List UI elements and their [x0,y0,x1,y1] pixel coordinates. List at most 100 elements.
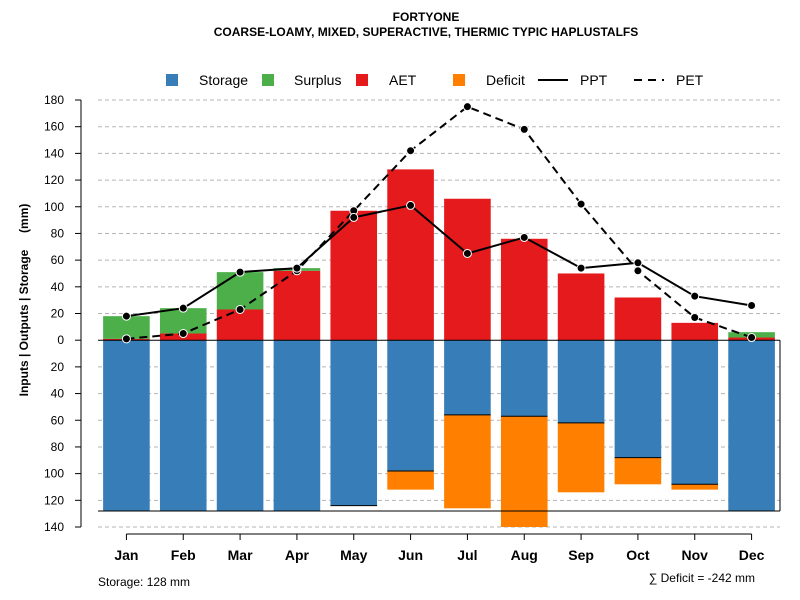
y-tick-label: 100 [44,200,64,214]
x-tick-label: Jun [398,547,423,563]
aet-bar [500,238,548,341]
storage-bar [444,340,491,415]
storage-bar [614,340,662,458]
x-tick-label: Oct [626,547,650,563]
aet-bar [614,297,662,341]
pet-point [633,266,643,276]
grid-lines [98,99,780,528]
x-tick-label: Dec [739,547,765,563]
y-tick-label: 40 [51,387,65,401]
y-tick-label: 80 [51,226,65,240]
legend-label-surplus: Surplus [294,72,341,88]
y-tick-label: 0 [57,333,64,347]
pet-point [576,199,586,209]
deficit-bar [444,414,491,509]
surplus-bar [103,316,150,339]
ppt-point [292,263,302,273]
storage-bar [273,340,321,511]
legend-swatch-deficit [453,74,465,86]
storage-bar [557,340,605,423]
x-tick-label: Mar [228,547,253,563]
y-tick-label: 180 [44,93,64,107]
legend-label-deficit: Deficit [486,72,525,88]
pet-point [121,334,131,344]
storage-bar [159,340,207,511]
storage-bar [671,340,719,485]
pet-point [406,146,416,156]
y-axis-label: Inputs | Outputs | Storage (mm) [17,204,31,397]
storage-bar [103,340,150,511]
deficit-bar [387,470,434,490]
y-tick-label: 40 [51,280,65,294]
y-tick-label: 80 [51,440,65,454]
aet-bar [444,198,491,341]
pet-point [462,102,472,112]
aet-bar [273,270,321,341]
deficit-bar [614,457,662,485]
legend: Storage Surplus AET Deficit PPT PET [166,72,704,88]
axes-layer: 180 160 140 120 100 80 60 40 20 0 20 40 60 80 100 120 14… [44,93,765,563]
bars-layer [98,169,781,527]
ppt-point [633,258,643,268]
deficit-bar [500,416,548,527]
ppt-point [519,232,529,242]
x-tick-label: Feb [171,547,196,563]
pet-point [690,313,700,323]
aet-bar [330,210,378,341]
ppt-point [406,200,416,210]
legend-label-ppt: PPT [580,72,608,88]
ppt-point [178,303,188,313]
legend-swatch-storage [166,74,178,86]
y-tick-label: 60 [51,253,65,267]
ppt-point [576,263,586,273]
ppt-point [747,300,757,310]
ppt-point [349,212,359,222]
storage-bar [387,340,434,471]
aet-bar [216,309,264,341]
lines-layer [121,102,757,344]
pet-point [519,124,529,134]
storage-footnote: Storage: 128 mm [98,575,190,589]
y-tick-label: 60 [51,413,65,427]
x-tick-label: May [340,547,367,563]
pet-point [747,333,757,343]
legend-label-storage: Storage [199,72,248,88]
y-tick-label: 160 [44,120,64,134]
ppt-point [462,248,472,258]
deficit-bar [671,484,719,490]
chart-title: FORTYONE [393,10,460,24]
ppt-point [235,267,245,277]
x-tick-label: Jan [114,547,138,563]
storage-bar [500,340,548,417]
storage-bar [728,340,775,511]
x-tick-label: Apr [285,547,310,563]
x-tick-label: Sep [568,547,594,563]
aet-bar [557,273,605,341]
legend-label-aet: AET [389,72,417,88]
pet-line [126,105,752,340]
ppt-point [690,291,700,301]
x-tick-label: Jul [457,547,477,563]
storage-bar [330,340,378,506]
y-tick-label: 140 [44,520,64,534]
surplus-bar [216,272,264,310]
y-tick-label: 120 [44,493,64,507]
y-tick-label: 120 [44,173,64,187]
x-tick-label: Aug [511,547,538,563]
legend-label-pet: PET [676,72,704,88]
pet-point [178,329,188,339]
y-tick-label: 100 [44,467,64,481]
pet-point [235,304,245,314]
aet-bar [671,322,719,341]
aet-bar [387,169,434,341]
storage-bar [216,340,264,511]
x-tick-label: Nov [682,547,709,563]
deficit-footnote: ∑ Deficit = -242 mm [649,571,755,585]
legend-swatch-aet [356,74,368,86]
chart-subtitle: COARSE-LOAMY, MIXED, SUPERACTIVE, THERMI… [214,25,638,39]
deficit-bar [557,422,605,493]
ppt-line [126,204,752,318]
ppt-point [121,311,131,321]
legend-swatch-surplus [262,74,274,86]
